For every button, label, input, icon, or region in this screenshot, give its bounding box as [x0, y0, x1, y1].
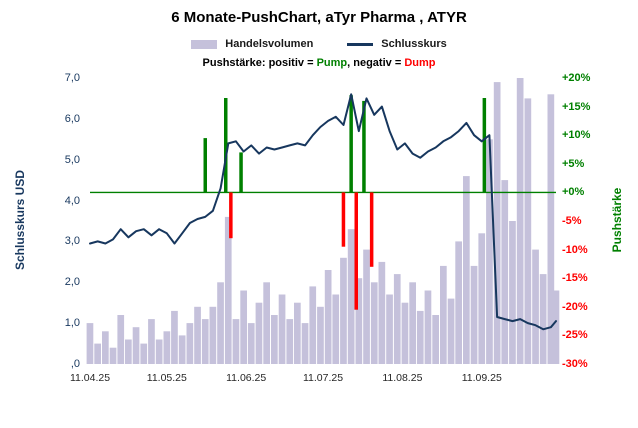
pump-bar — [482, 98, 487, 193]
volume-bars — [86, 78, 560, 365]
x-axis-tick-label: 11.05.25 — [146, 372, 187, 384]
right-axis-tick-label: -25% — [562, 329, 588, 342]
close-price-line — [89, 93, 557, 331]
right-axis-tick-label: -20% — [562, 300, 588, 313]
right-axis-tick-label: -30% — [562, 358, 588, 370]
x-axis-tick-label: 11.08.25 — [382, 372, 423, 384]
x-axis-tick-label: 11.07.25 — [302, 372, 344, 384]
push-legend-negative: negativ = — [353, 57, 402, 69]
right-axis-tick-label: +10% — [562, 129, 591, 142]
pump-bar — [349, 95, 353, 193]
close-legend-label: Schlusskurs — [381, 38, 447, 50]
right-axis-tick-label: -15% — [562, 272, 588, 285]
pump-bar — [224, 98, 228, 193]
left-axis-tick-label: 6,0 — [64, 112, 80, 125]
push-legend-separator: , — [347, 57, 351, 69]
push-strength-legend: Pushstärke: positiv = Pump, negativ = Du… — [0, 57, 638, 69]
pump-bar — [362, 100, 366, 193]
close-line-swatch-icon — [347, 42, 374, 46]
right-axis-tick-label: +20% — [562, 72, 591, 84]
x-axis-tick-label: 11.09.25 — [461, 372, 502, 384]
push-legend-dump: Dump — [404, 57, 436, 69]
left-axis-tick-label: 7,0 — [64, 72, 80, 84]
left-axis-tick-label: 1,0 — [64, 317, 80, 330]
push-legend-pump: Pump — [316, 57, 348, 69]
dump-bar — [229, 192, 233, 239]
left-axis-tick-label: 3,0 — [64, 235, 80, 248]
dump-bar — [354, 192, 358, 310]
right-axis-tick-label: -5% — [562, 215, 582, 227]
left-axis-tick-label: ,0 — [70, 358, 80, 370]
right-axis-tick-label: +15% — [562, 100, 591, 113]
right-axis-tick-label: +5% — [562, 157, 585, 170]
x-axis-tick-label: 11.04.25 — [69, 372, 111, 384]
push-legend-prefix: Pushstärke: — [202, 57, 266, 69]
push-bars — [203, 95, 487, 310]
pump-bar — [203, 138, 207, 193]
dump-bar — [341, 192, 346, 247]
dump-bar — [369, 192, 374, 267]
pump-bar — [239, 152, 243, 193]
series-legend: Handelsvolumen Schlusskurs — [0, 38, 638, 50]
right-axis-tick-label: +0% — [562, 186, 585, 199]
left-axis-tick-label: 4,0 — [64, 194, 80, 207]
push-legend-positive: positiv = — [268, 57, 314, 69]
right-axis-tick-label: -10% — [562, 243, 588, 256]
volume-swatch-icon — [191, 39, 218, 49]
volume-legend-label: Handelsvolumen — [225, 38, 314, 50]
x-axis-tick-label: 11.06.25 — [226, 372, 267, 384]
left-axis-tick-label: 5,0 — [64, 153, 80, 166]
chart-title: 6 Monate-PushChart, aTyr Pharma , ATYR — [171, 9, 467, 26]
left-axis-tick-label: 2,0 — [64, 276, 80, 289]
